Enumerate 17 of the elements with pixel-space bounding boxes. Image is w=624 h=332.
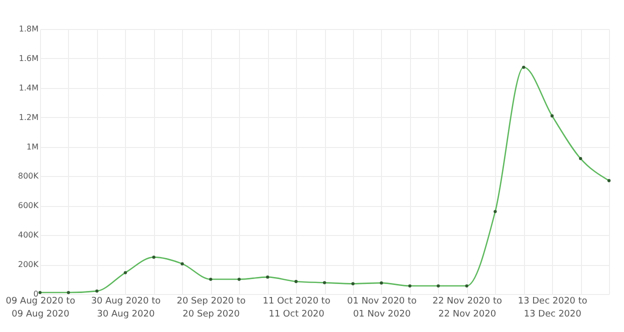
y-tick-label: 400K (18, 230, 40, 240)
x-tick-label: 30 Aug 2020 to 30 Aug 2020 (91, 296, 162, 320)
y-tick-label: 1M (26, 142, 39, 152)
y-tick-label: 1.4M (18, 83, 39, 92)
x-tick-label: 09 Aug 2020 to 09 Aug 2020 (6, 296, 76, 320)
y-tick-label: 800K (18, 172, 40, 181)
x-tick-label: 01 Nov 2020 to 01 Nov 2020 (347, 296, 418, 320)
x-tick-label: 20 Sep 2020 to 20 Sep 2020 (176, 296, 246, 320)
y-tick-label: 1.2M (18, 112, 39, 122)
y-tick-label: 1.8M (18, 24, 39, 34)
x-tick-label: 13 Dec 2020 to 13 Dec 2020 (518, 296, 588, 320)
y-tick-label: 200K (18, 260, 40, 270)
y-tick-label: 600K (18, 201, 40, 210)
x-tick-label: 22 Nov 2020 to 22 Nov 2020 (432, 296, 503, 320)
y-tick-label: 0 (33, 290, 38, 298)
x-tick-label: 11 Oct 2020 to 11 Oct 2020 (262, 296, 331, 320)
y-tick-label: 1.6M (18, 54, 39, 63)
